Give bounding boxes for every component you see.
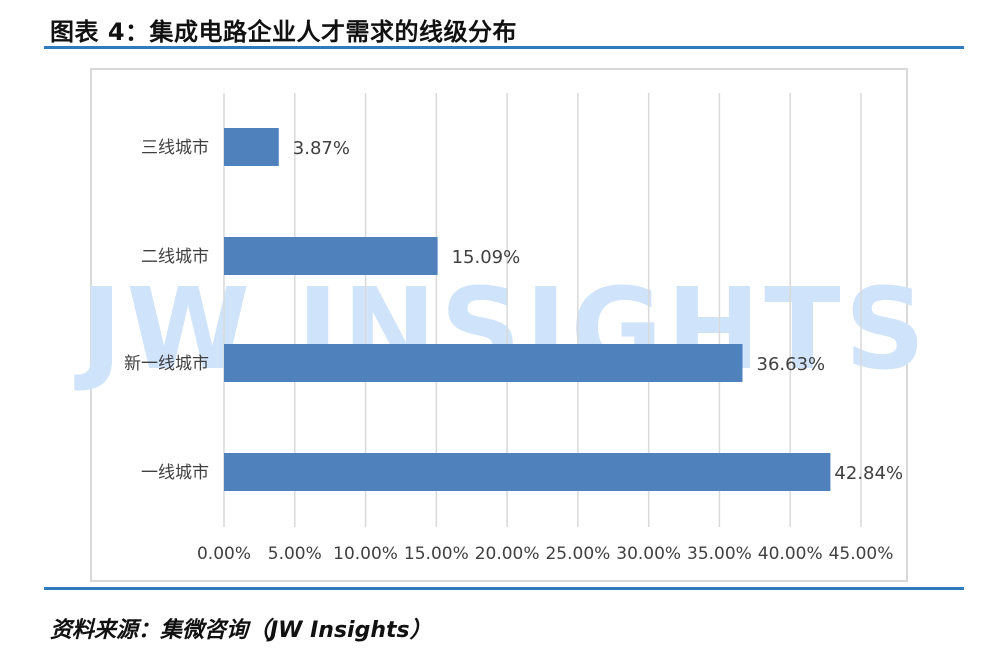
- value-label: 36.63%: [757, 354, 826, 375]
- category-label: 一线城市: [141, 463, 209, 483]
- source-note: 资料来源：集微咨询（JW Insights）: [50, 618, 432, 643]
- x-tick-label: 5.00%: [268, 544, 322, 564]
- category-label: 三线城市: [141, 138, 209, 158]
- x-tick-label: 10.00%: [333, 544, 398, 564]
- x-tick-label: 15.00%: [404, 544, 469, 564]
- top-rule: [44, 46, 964, 49]
- figure-title: 图表 4：集成电路企业人才需求的线级分布: [50, 18, 518, 46]
- category-label: 新一线城市: [124, 354, 209, 374]
- x-tick-label: 30.00%: [616, 544, 681, 564]
- bar: [224, 453, 831, 491]
- x-tick-label: 45.00%: [829, 544, 894, 564]
- bar: [224, 128, 279, 166]
- bottom-rule: [44, 587, 964, 590]
- category-label: 二线城市: [141, 247, 209, 267]
- bars: [224, 128, 831, 491]
- x-tick-label: 20.00%: [475, 544, 540, 564]
- x-tick-label: 0.00%: [197, 544, 251, 564]
- x-tick-label: 35.00%: [687, 544, 752, 564]
- value-label: 15.09%: [452, 247, 521, 268]
- value-label: 3.87%: [293, 138, 350, 159]
- bar: [224, 237, 438, 275]
- labels: 0.00% 5.00% 10.00% 15.00% 20.00% 25.00% 30.00%…: [124, 138, 903, 564]
- x-tick-label: 25.00%: [545, 544, 610, 564]
- x-tick-label: 40.00%: [758, 544, 823, 564]
- bar: [224, 344, 743, 382]
- value-label: 42.84%: [834, 463, 903, 484]
